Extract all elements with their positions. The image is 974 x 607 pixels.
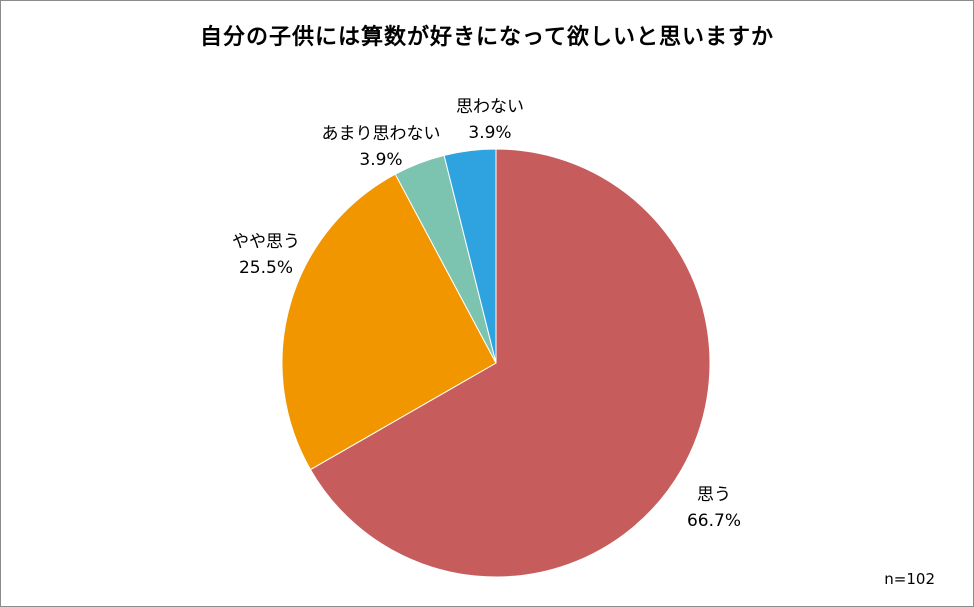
slice-label-omou-name: 思う <box>697 485 731 505</box>
slice-label-amari-omowanai-name: あまり思わない <box>321 124 441 144</box>
slice-label-omou: 思う 66.7% <box>679 482 749 534</box>
slice-label-omowanai-name: 思わない <box>456 97 524 117</box>
slice-label-amari-omowanai: あまり思わない 3.9% <box>301 121 461 173</box>
slice-label-omowanai: 思わない 3.9% <box>435 94 545 146</box>
slice-label-omou-value: 66.7% <box>686 511 741 531</box>
pie-slice-omou <box>309 148 711 578</box>
pie-slice-omowanai <box>443 148 497 364</box>
slice-label-yaya-omou-value: 25.5% <box>238 258 293 278</box>
sample-size-note: n=102 <box>884 570 935 588</box>
chart-title: 自分の子供には算数が好きになって欲しいと思いますか <box>200 25 774 50</box>
slice-label-omowanai-value: 3.9% <box>468 123 512 143</box>
pie-slice-yaya-omou <box>281 173 497 471</box>
slice-label-amari-omowanai-value: 3.9% <box>359 150 403 170</box>
slice-label-yaya-omou: やや思う 25.5% <box>216 229 316 281</box>
slice-label-yaya-omou-name: やや思う <box>232 232 300 252</box>
